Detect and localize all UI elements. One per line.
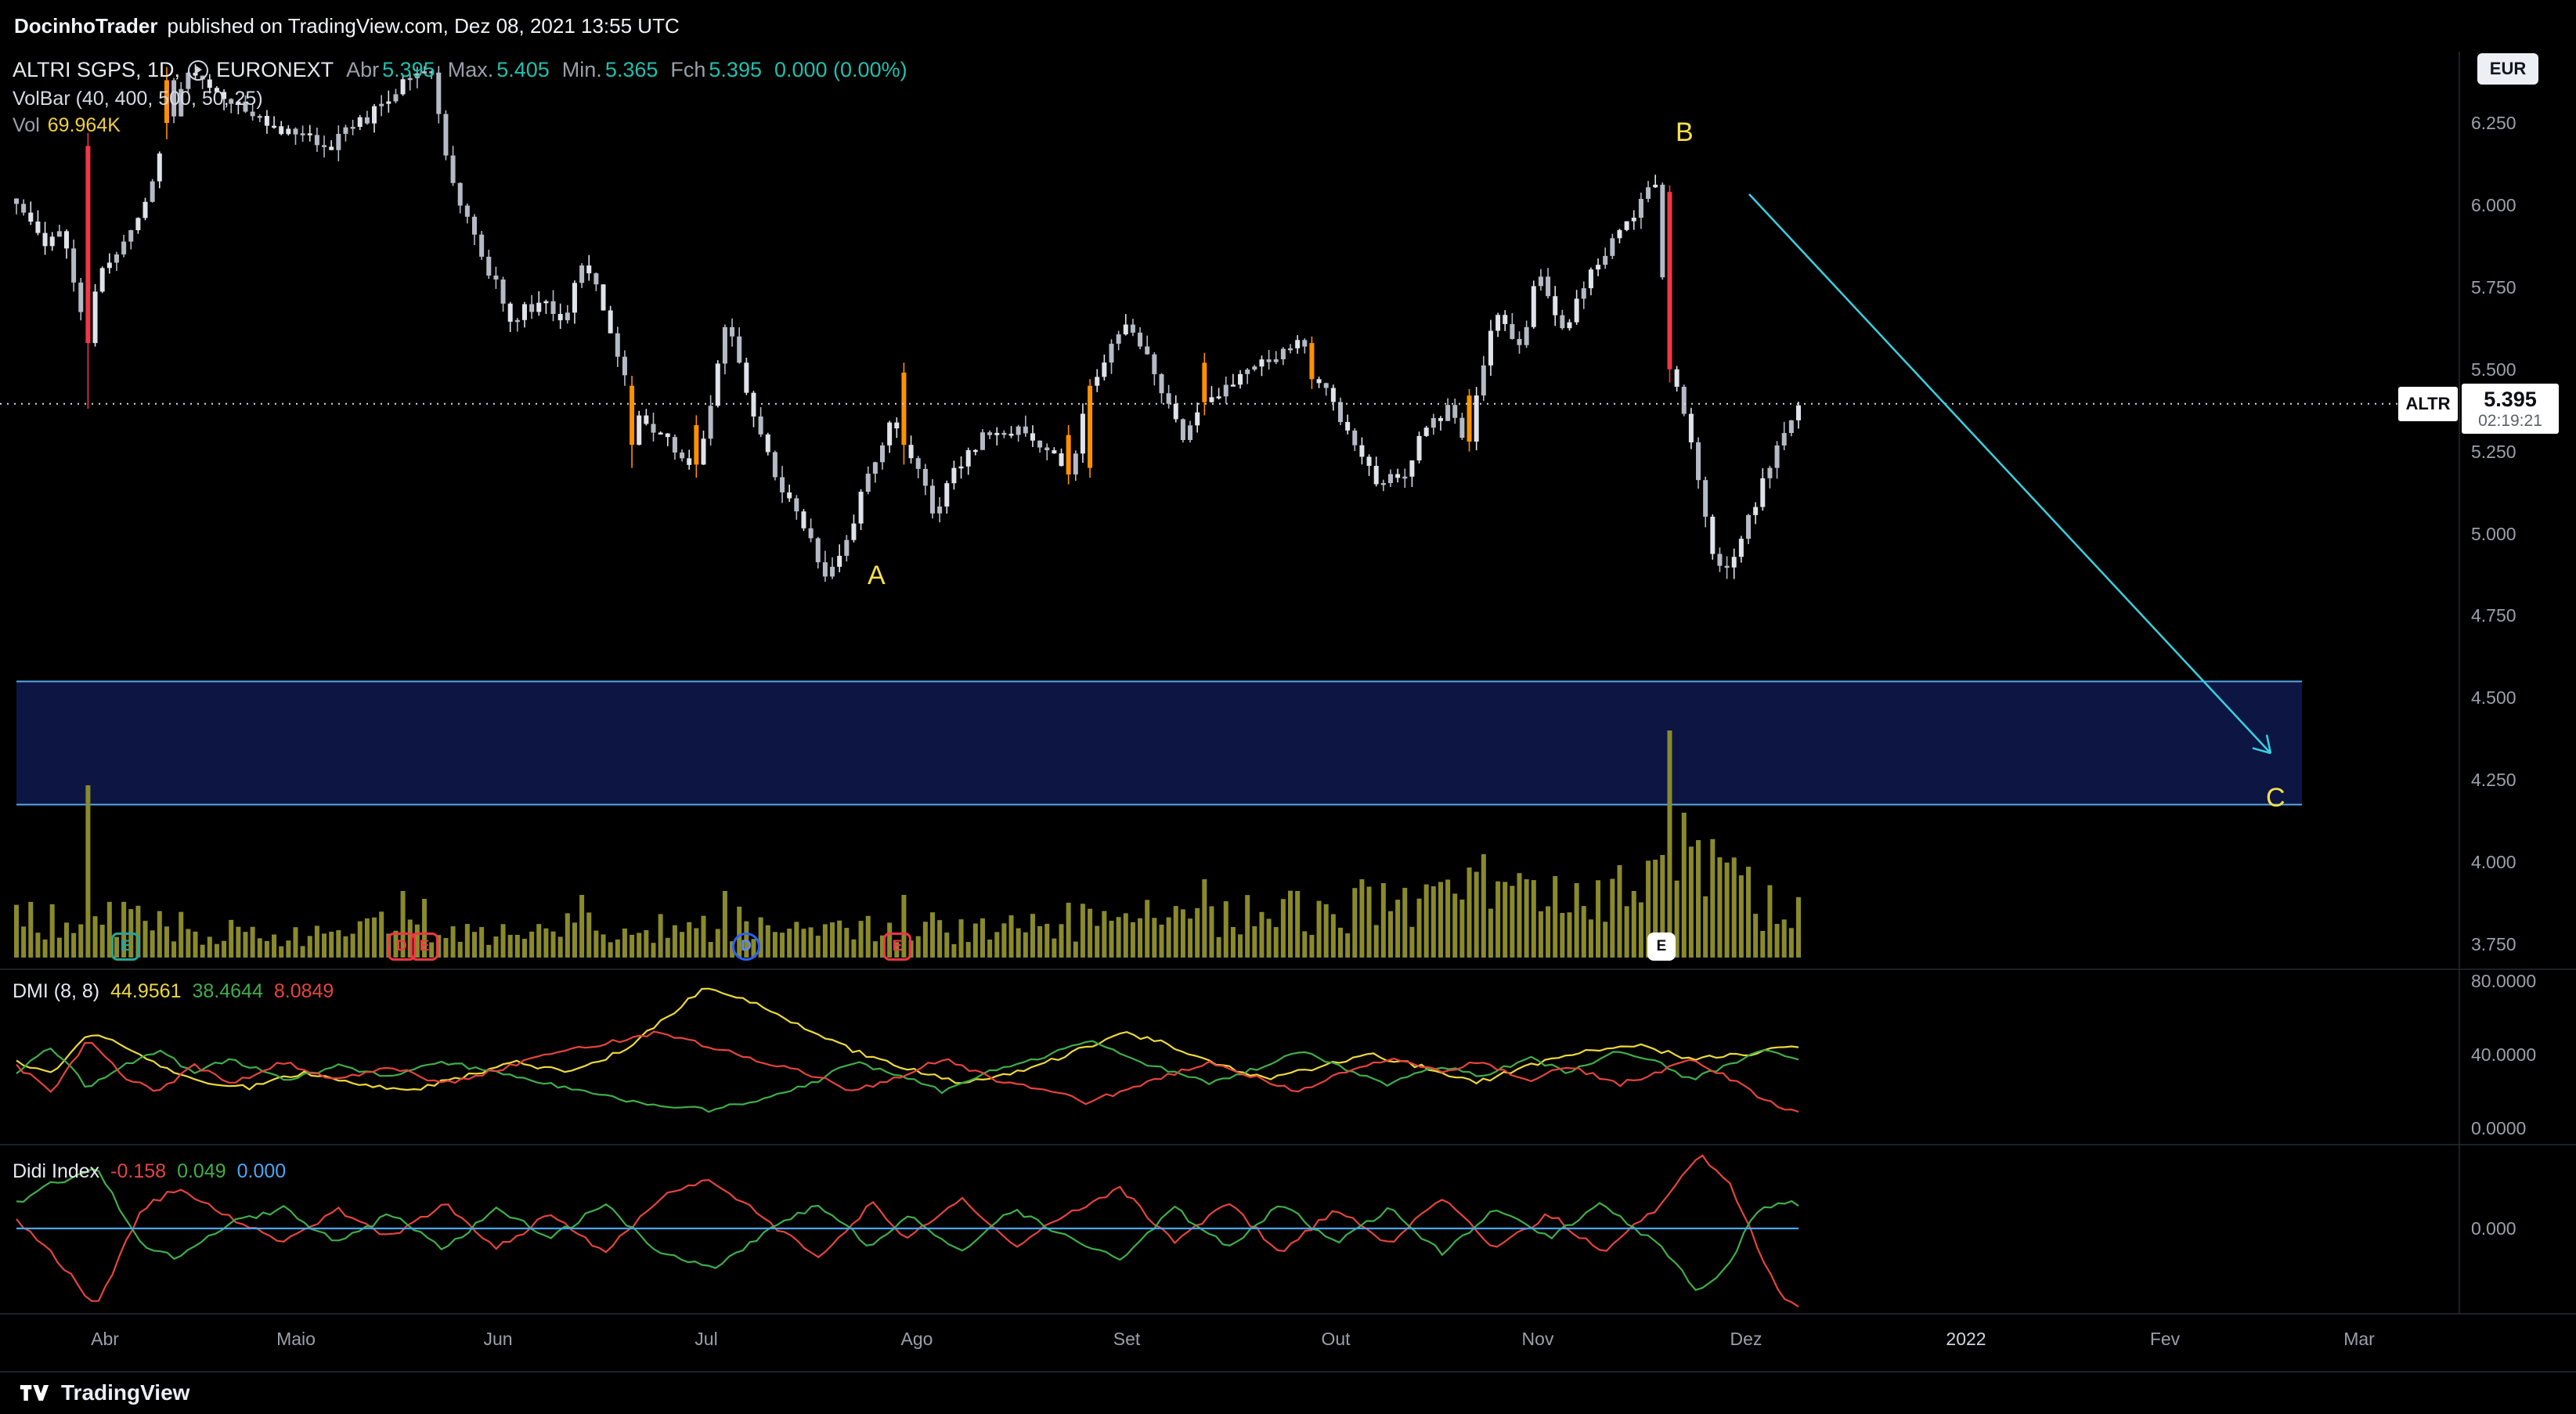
price-axis-label: 4.000: [2471, 852, 2516, 873]
dmi-axis-label: 40.0000: [2471, 1044, 2537, 1065]
didi-line-didi-long: [16, 1167, 1799, 1291]
dmi-title: DMI (8, 8): [13, 980, 100, 1002]
tradingview-logo-icon[interactable]: [19, 1382, 50, 1404]
event-badge-E[interactable]: E: [410, 932, 438, 961]
volbar-title: VolBar (40, 400, 500, 50, 25): [13, 88, 263, 110]
time-axis-label-ago: Ago: [900, 1329, 933, 1349]
low-value: 5.365: [604, 58, 658, 81]
publish-info: published on TradingView.com, Dez 08, 20…: [167, 14, 680, 38]
time-axis-label-jul: Jul: [695, 1329, 718, 1349]
dmi-axis-label: 0.0000: [2471, 1118, 2527, 1138]
dmi-axis-label: 80.0000: [2471, 971, 2537, 991]
dmi-line-adx: [16, 987, 1799, 1091]
support-zone-channel[interactable]: [16, 680, 2302, 806]
didi-title: Didi Index: [13, 1160, 100, 1182]
time-axis-label-mar: Mar: [2343, 1329, 2375, 1349]
footer-brand[interactable]: TradingView: [61, 1380, 190, 1405]
volume-legend[interactable]: Vol 69.964K: [13, 114, 121, 137]
price-tag-ticker: ALTR: [2398, 387, 2458, 421]
high-value: 5.405: [496, 58, 550, 81]
price-axis-label: 4.750: [2471, 605, 2516, 626]
time-axis-label-2022: 2022: [1946, 1329, 1986, 1349]
close-label: Fch: [670, 58, 706, 81]
author-name: DocinhoTrader: [14, 14, 158, 38]
didi-axis-label: 0.000: [2471, 1218, 2516, 1239]
price-axis-label: 4.250: [2471, 770, 2516, 791]
volume-label: Vol: [13, 114, 40, 136]
time-axis-label-set: Set: [1113, 1329, 1141, 1349]
volbar-legend[interactable]: VolBar (40, 400, 500, 50, 25): [13, 88, 263, 110]
price-axis-label: 4.500: [2471, 687, 2516, 709]
bar-countdown: 02:19:21: [2478, 412, 2542, 430]
dmi-plus-di-value: 38.4644: [192, 980, 263, 1002]
time-axis-label-jun: Jun: [483, 1329, 513, 1349]
price-axis-label: 5.250: [2471, 441, 2516, 462]
event-badge-D[interactable]: D: [388, 932, 416, 961]
publish-header: DocinhoTrader published on TradingView.co…: [0, 0, 2576, 52]
candlesticks: [14, 64, 1801, 583]
open-value: 5.395: [382, 58, 435, 81]
event-badge-D[interactable]: D: [732, 932, 760, 961]
didi-line-didi-short: [16, 1154, 1799, 1308]
time-axis-label-fev: Fev: [2149, 1329, 2181, 1349]
wave-label-b[interactable]: B: [1676, 117, 1694, 147]
high-label: Max.: [447, 58, 494, 81]
low-label: Min.: [561, 58, 602, 81]
bc-trendline[interactable]: [1748, 193, 2272, 755]
open-label: Abr: [346, 58, 380, 81]
price-axis-label: 6.000: [2471, 194, 2516, 215]
current-price-value: 5.395: [2484, 388, 2537, 411]
circular-arrow-icon[interactable]: [188, 60, 209, 81]
time-axis-label-nov: Nov: [1521, 1329, 1554, 1349]
exchange-title: EURONEXT: [216, 58, 334, 81]
didi-zero-value: 0.000: [236, 1160, 287, 1182]
time-axis-label-maio: Maio: [276, 1329, 316, 1349]
current-price-tag: 5.395 02:19:21: [2462, 384, 2559, 434]
volume-bars: [14, 730, 1801, 958]
pane-separators: [0, 52, 2576, 1373]
price-axis-label: 5.000: [2471, 523, 2516, 544]
price-axis-label: 5.750: [2471, 276, 2516, 298]
time-axis-label-dez: Dez: [1730, 1329, 1762, 1349]
dmi-legend[interactable]: DMI (8, 8) 44.9561 38.4644 8.0849: [13, 980, 334, 1003]
time-axis-label-out: Out: [1321, 1329, 1351, 1349]
dmi-adx-value: 44.9561: [110, 980, 182, 1002]
dmi-line-minus-di: [16, 1030, 1799, 1113]
price-axis-label: 6.250: [2471, 113, 2516, 133]
change-value: 0.000 (0.00%): [774, 58, 907, 81]
didi-legend[interactable]: Didi Index -0.158 0.049 0.000: [13, 1160, 286, 1183]
dmi-minus-di-value: 8.0849: [273, 980, 334, 1002]
price-axis-label: 3.750: [2471, 934, 2516, 954]
wave-label-a[interactable]: A: [868, 561, 886, 590]
event-badge-E[interactable]: E: [111, 932, 139, 961]
time-axis-label-abr: Abr: [91, 1329, 119, 1349]
currency-badge[interactable]: EUR: [2477, 53, 2538, 85]
close-value: 5.395: [709, 58, 762, 81]
volume-value: 69.964K: [47, 114, 121, 136]
footer-bar: TradingView: [0, 1372, 2576, 1414]
didi-long-value: 0.049: [177, 1160, 226, 1182]
wave-label-c[interactable]: C: [2266, 783, 2286, 813]
didi-short-value: -0.158: [110, 1160, 167, 1182]
price-axis-label: 5.500: [2471, 359, 2516, 380]
symbol-legend[interactable]: ALTRI SGPS, 1D, EURONEXT Abr 5.395 Max. …: [13, 58, 907, 82]
symbol-title: ALTRI SGPS, 1D,: [13, 58, 181, 81]
event-badge-E[interactable]: E: [883, 932, 911, 961]
event-badge-E[interactable]: E: [1647, 932, 1676, 961]
